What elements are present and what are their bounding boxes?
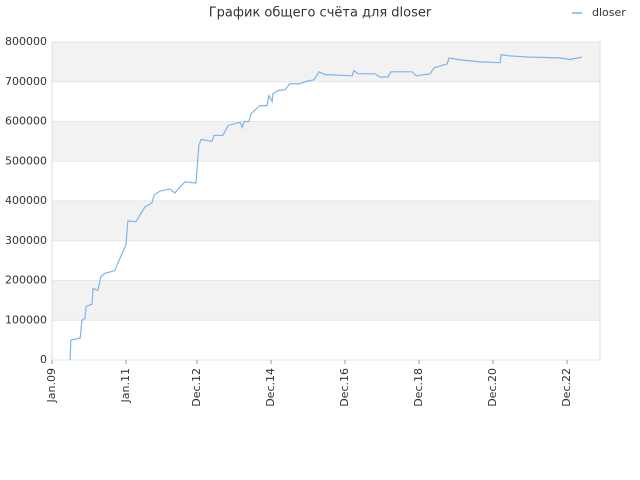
y-tick-label: 800000 xyxy=(5,35,47,48)
x-tick-label: Dec.12 xyxy=(190,368,203,407)
grid-band xyxy=(52,201,600,241)
y-tick-label: 0 xyxy=(40,353,47,366)
y-tick-label: 200000 xyxy=(5,274,47,287)
x-tick-label: Dec.18 xyxy=(412,368,425,407)
legend-label: dloser xyxy=(592,6,626,19)
x-tick-label: Dec.20 xyxy=(486,368,499,407)
y-tick-label: 500000 xyxy=(5,154,47,167)
y-tick-label: 100000 xyxy=(5,313,47,326)
chart-title: График общего счёта для dloser xyxy=(209,6,432,21)
y-tick-label: 600000 xyxy=(5,115,47,128)
grid-band xyxy=(52,42,600,82)
x-tick-label: Jan.09 xyxy=(45,368,58,403)
grid-band xyxy=(52,121,600,162)
y-tick-label: 400000 xyxy=(5,194,47,207)
series-line xyxy=(69,54,582,361)
x-tick-label: Dec.22 xyxy=(560,368,573,407)
grid-band xyxy=(52,280,600,321)
y-tick-label: 300000 xyxy=(5,234,47,247)
x-tick-label: Jan.11 xyxy=(119,368,132,403)
y-tick-label: 700000 xyxy=(5,75,47,88)
x-tick-label: Dec.14 xyxy=(264,368,277,407)
x-tick-label: Dec.16 xyxy=(338,368,351,407)
